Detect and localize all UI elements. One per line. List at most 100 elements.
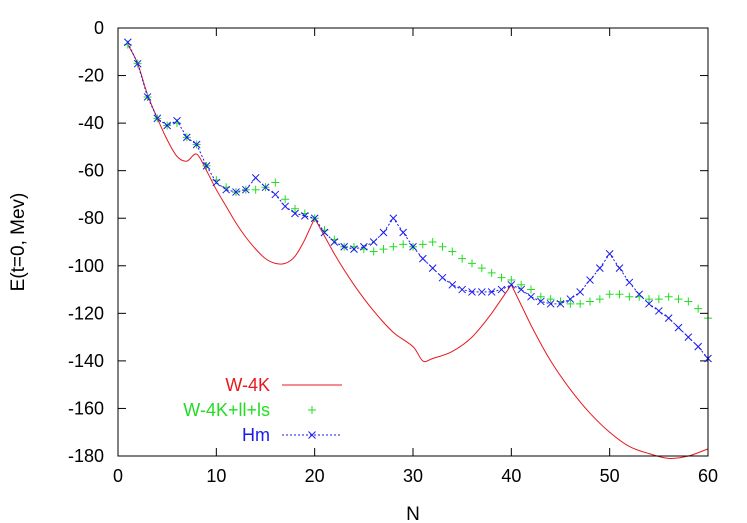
x-axis-ticks: 0 10 20 30 40 50 60 [113, 28, 718, 486]
data-point [694, 304, 703, 313]
data-point [694, 342, 703, 351]
data-point [369, 238, 378, 246]
legend: W-4K W-4K+ll+ls Hm [183, 375, 342, 445]
legend-swatch [308, 406, 316, 414]
data-point [281, 202, 290, 211]
data-point [468, 259, 476, 268]
data-point [320, 228, 329, 237]
data-point [271, 190, 280, 199]
data-point [202, 162, 211, 170]
data-point [517, 285, 526, 294]
data-point [527, 292, 535, 301]
data-point [399, 240, 408, 249]
x-tick-label: 0 [113, 466, 123, 486]
data-point [379, 245, 388, 254]
data-point [595, 295, 604, 304]
data-point [379, 228, 388, 237]
data-point [674, 323, 683, 332]
data-point [595, 264, 604, 273]
data-point [615, 264, 624, 273]
data-point [586, 297, 594, 306]
x-tick-label: 60 [698, 466, 718, 486]
data-point [527, 285, 535, 294]
data-point [615, 290, 624, 299]
data-point [399, 228, 408, 237]
data-point [291, 209, 299, 218]
y-tick-label: -180 [68, 446, 104, 466]
series-1 [127, 44, 709, 459]
legend-label: W-4K+ll+ls [183, 400, 270, 420]
data-point [546, 299, 555, 308]
data-point [566, 295, 575, 303]
data-point [428, 238, 437, 246]
data-point [173, 116, 181, 125]
data-point [409, 242, 417, 251]
data-point [271, 178, 280, 187]
data-point [133, 59, 142, 68]
y-tick-label: -140 [68, 351, 104, 371]
y-tick-label: -120 [68, 303, 104, 323]
y-tick-label: -60 [78, 161, 104, 181]
y-tick-label: -100 [68, 256, 104, 276]
data-point [605, 290, 614, 299]
data-point [576, 288, 585, 296]
data-point [153, 114, 162, 123]
x-axis-label: N [406, 504, 420, 523]
data-point [625, 292, 634, 301]
x-tick-label: 40 [501, 466, 521, 486]
data-point [123, 38, 132, 47]
y-axis-ticks: 0 -20 -40 -60 -80 -100 -120 -140 -160 -180 [68, 18, 708, 466]
x-tick-label: 50 [600, 466, 620, 486]
data-point [586, 276, 594, 284]
plot-frame [117, 27, 709, 457]
data-point [684, 297, 693, 306]
data-point [477, 288, 486, 296]
data-point [251, 185, 260, 194]
data-point [605, 250, 614, 258]
data-point [674, 295, 683, 304]
data-point [192, 140, 201, 149]
data-point [654, 307, 663, 315]
data-point [556, 299, 565, 308]
data-point [241, 185, 250, 194]
data-point [497, 285, 506, 294]
data-point [369, 247, 378, 256]
data-point [684, 333, 693, 341]
data-point [261, 183, 270, 192]
data-point [468, 288, 476, 296]
data-point [458, 254, 467, 263]
data-point [507, 276, 516, 285]
data-point [536, 297, 545, 306]
data-point [645, 295, 653, 304]
data-point [477, 264, 486, 273]
y-tick-label: -80 [78, 208, 104, 228]
data-point [536, 292, 545, 301]
data-point [291, 204, 299, 213]
data-point [566, 299, 575, 308]
data-point [645, 299, 653, 308]
y-tick-label: 0 [94, 18, 104, 38]
data-point [389, 242, 398, 251]
data-point [438, 242, 447, 251]
data-point [458, 285, 467, 294]
data-point [487, 288, 496, 296]
data-point [222, 185, 231, 194]
data-point [359, 242, 368, 251]
x-tick-label: 20 [305, 466, 325, 486]
series-3 [123, 38, 712, 363]
data-point [418, 240, 427, 249]
data-point [546, 295, 555, 304]
series-line [127, 42, 709, 359]
data-point [517, 280, 526, 289]
data-point [281, 195, 290, 204]
legend-label: W-4K [225, 375, 270, 395]
legend-marker [308, 431, 316, 439]
x-tick-label: 30 [403, 466, 423, 486]
data-point [497, 273, 506, 282]
data-point [576, 299, 585, 308]
y-tick-label: -160 [68, 398, 104, 418]
data-point [340, 242, 349, 251]
data-point [251, 173, 260, 182]
data-point [300, 211, 309, 220]
